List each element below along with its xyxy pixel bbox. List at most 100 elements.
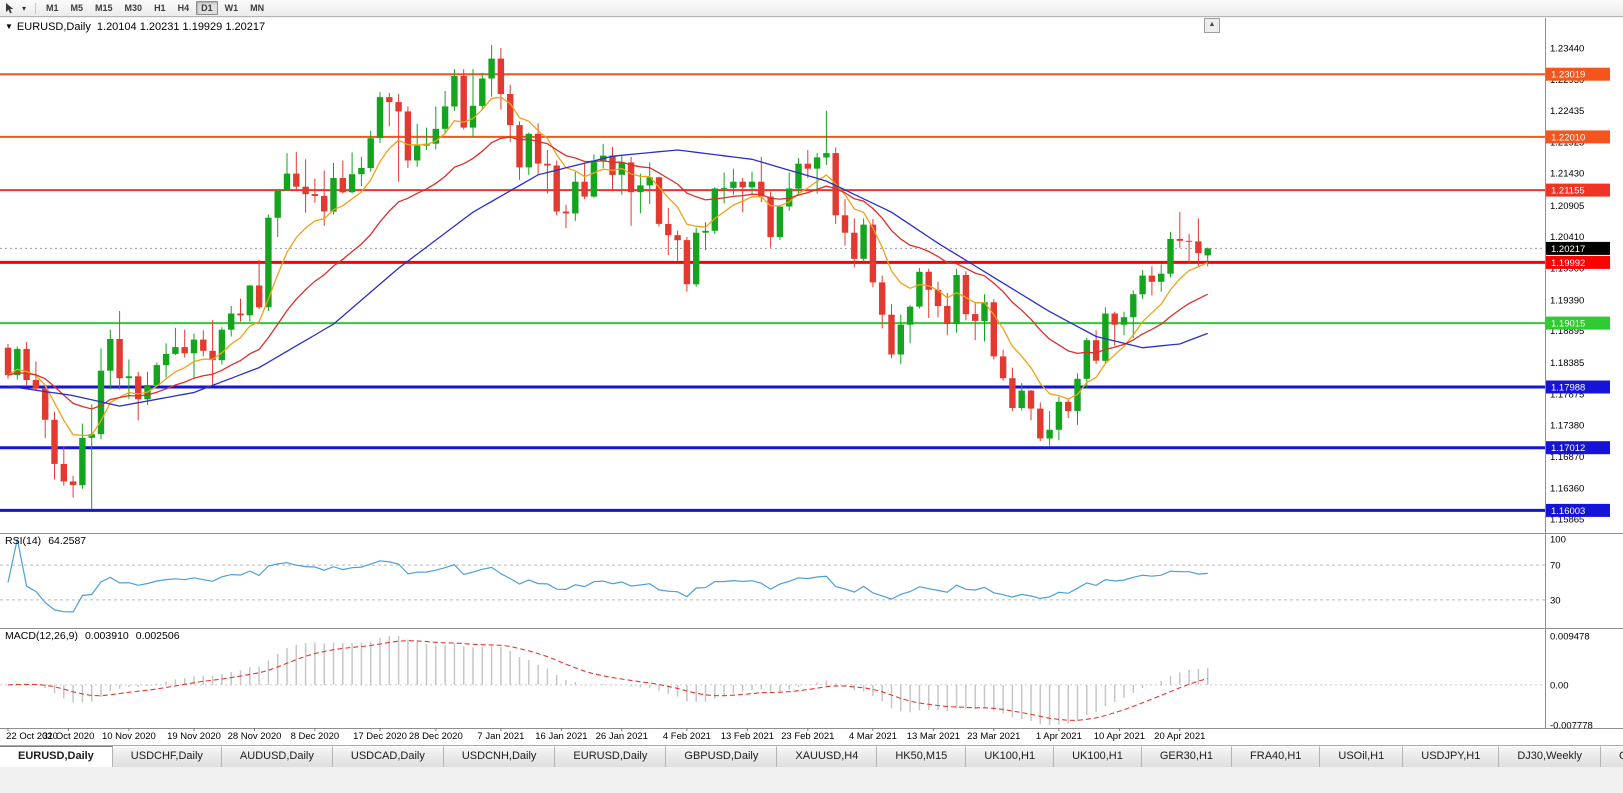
candle-body: [720, 187, 728, 189]
candle-body: [711, 188, 718, 231]
candle-body: [637, 185, 644, 193]
price-axis-label: 1.19900: [1550, 264, 1584, 275]
candle-body: [209, 350, 216, 361]
cursor-arrow-glyph: [6, 2, 14, 13]
chart-tab-china300-h1[interactable]: CHINA300,H1: [1600, 746, 1623, 767]
candle-body: [553, 165, 560, 212]
chart-tab-usoil-h1[interactable]: USOil,H1: [1320, 746, 1404, 767]
timeframe-button-h1[interactable]: H1: [154, 3, 166, 13]
candle-body: [265, 217, 272, 308]
timeframe-button-m15[interactable]: M15: [95, 3, 113, 13]
candle-body: [544, 163, 551, 166]
candle-body: [693, 232, 700, 285]
candle-body: [51, 419, 58, 464]
chart-ohlc-values: 1.20104 1.20231 1.19929 1.20217: [96, 21, 266, 33]
candle-body: [60, 464, 67, 482]
candle-body: [581, 181, 588, 197]
chart-tab-audusd-daily[interactable]: AUDUSD,Daily: [221, 746, 333, 767]
chart-tab-usdcad-daily[interactable]: USDCAD,Daily: [332, 746, 444, 767]
toolbar: ▾ M1 M5 M15 M30 H1 H4 D1 W1 MN: [0, 0, 1623, 17]
chart-background: [0, 18, 1623, 745]
chart-tab-dj30-weekly[interactable]: DJ30,Weekly: [1499, 746, 1601, 767]
candle-body: [172, 347, 179, 354]
candle-body: [1102, 313, 1109, 361]
candle-body: [795, 163, 802, 189]
candle-body: [1195, 241, 1202, 254]
candle-body: [14, 348, 21, 375]
candle-body: [944, 306, 951, 324]
timeframe-button-m5[interactable]: M5: [70, 3, 84, 13]
scroll-up-button[interactable]: ▲: [1204, 18, 1220, 33]
candle-body: [69, 481, 77, 486]
price-axis-label: 1.23440: [1550, 44, 1584, 55]
chart-tab-usdjpy-h1[interactable]: USDJPY,H1: [1403, 746, 1500, 767]
chart-tab-eurusd-daily[interactable]: EURUSD,Daily: [0, 746, 113, 767]
timeframe-button-m30[interactable]: M30: [124, 3, 143, 13]
chart-tab-xauusd-h4[interactable]: XAUUSD,H4: [777, 746, 878, 767]
candle-body: [879, 282, 886, 315]
cursor-arrow-icon[interactable]: [3, 2, 17, 15]
chart-canvas[interactable]: 1.234401.229301.224351.219251.214301.209…: [0, 18, 1623, 745]
candle-body: [702, 230, 709, 233]
candle-body: [841, 215, 849, 233]
candle-body: [962, 275, 970, 315]
candle-body: [999, 356, 1007, 379]
chart-tab-eurusd-daily[interactable]: EURUSD,Daily: [555, 746, 667, 767]
date-label: 10 Nov 2020: [102, 731, 156, 742]
timeframe-button-m1[interactable]: M1: [46, 3, 59, 13]
timeframe-button-h4[interactable]: H4: [177, 3, 190, 13]
candle-body: [274, 190, 281, 218]
chart-tab-uk100-h1[interactable]: UK100,H1: [966, 746, 1055, 767]
candle-body: [162, 353, 170, 366]
candle-body: [953, 275, 960, 325]
candle-body: [1167, 238, 1174, 274]
candle-body: [906, 306, 914, 325]
chart-tab-uk100-h1[interactable]: UK100,H1: [1054, 746, 1142, 767]
timeframe-button-mn[interactable]: MN: [250, 3, 265, 13]
candle-body: [683, 240, 691, 285]
candle-body: [348, 174, 356, 193]
dropdown-caret-icon[interactable]: ▾: [21, 3, 26, 13]
candle-body: [367, 138, 374, 168]
price-axis-label: 1.17380: [1550, 420, 1584, 431]
candle-body: [507, 94, 514, 126]
chart-tab-ger30-h1[interactable]: GER30,H1: [1141, 746, 1233, 767]
candle-body: [525, 133, 532, 168]
candle-body: [1046, 429, 1053, 439]
rsi-axis-label: 30: [1550, 595, 1561, 606]
candle-body: [1083, 340, 1090, 379]
candle-body: [218, 329, 226, 361]
candles-series: [4, 44, 1211, 510]
candle-body: [1092, 340, 1100, 361]
timeframe-group: M1 M5 M15 M30 H1 H4 D1 W1 MN: [40, 1, 270, 15]
chart-window[interactable]: 1.234401.229301.224351.219251.214301.209…: [0, 18, 1623, 745]
candle-body: [4, 347, 12, 376]
collapse-arrow-icon[interactable]: ▼: [5, 22, 13, 31]
price-level-badge: [1546, 316, 1610, 330]
chart-header: ▼ EURUSD,Daily 1.20104 1.20231 1.19929 1.2…: [5, 21, 271, 33]
price-axis-label: 1.17875: [1550, 390, 1584, 401]
chart-tab-usdchf-daily[interactable]: USDCHF,Daily: [112, 746, 222, 767]
chart-tab-fra40-h1[interactable]: FRA40,H1: [1232, 746, 1321, 767]
timeframe-button-d1[interactable]: D1: [196, 1, 218, 15]
price-axis-label: 1.16870: [1550, 452, 1584, 463]
candle-body: [497, 58, 505, 94]
chart-tab-gbpusd-daily[interactable]: GBPUSD,Daily: [666, 746, 778, 767]
candle-body: [925, 271, 932, 290]
candle-body: [534, 133, 542, 164]
candle-body: [813, 157, 821, 169]
rsi-line: [7, 538, 1208, 613]
timeframe-button-w1[interactable]: W1: [224, 3, 239, 13]
chart-tab-hk50-m15[interactable]: HK50,M15: [877, 746, 967, 767]
price-axis-label: 1.21430: [1550, 169, 1584, 180]
chart-tab-usdcnh-daily[interactable]: USDCNH,Daily: [443, 746, 556, 767]
candle-body: [572, 181, 579, 214]
date-label: 1 Apr 2021: [1036, 731, 1082, 742]
candle-body: [283, 173, 291, 191]
price-level-badge-text: 1.17012: [1551, 443, 1585, 454]
candle-body: [1148, 275, 1156, 282]
candle-body: [321, 196, 328, 212]
price-level-badge-text: 1.19015: [1551, 319, 1585, 330]
price-level-badge-text: 1.16003: [1551, 506, 1585, 517]
rsi-name: RSI(14): [5, 535, 42, 547]
